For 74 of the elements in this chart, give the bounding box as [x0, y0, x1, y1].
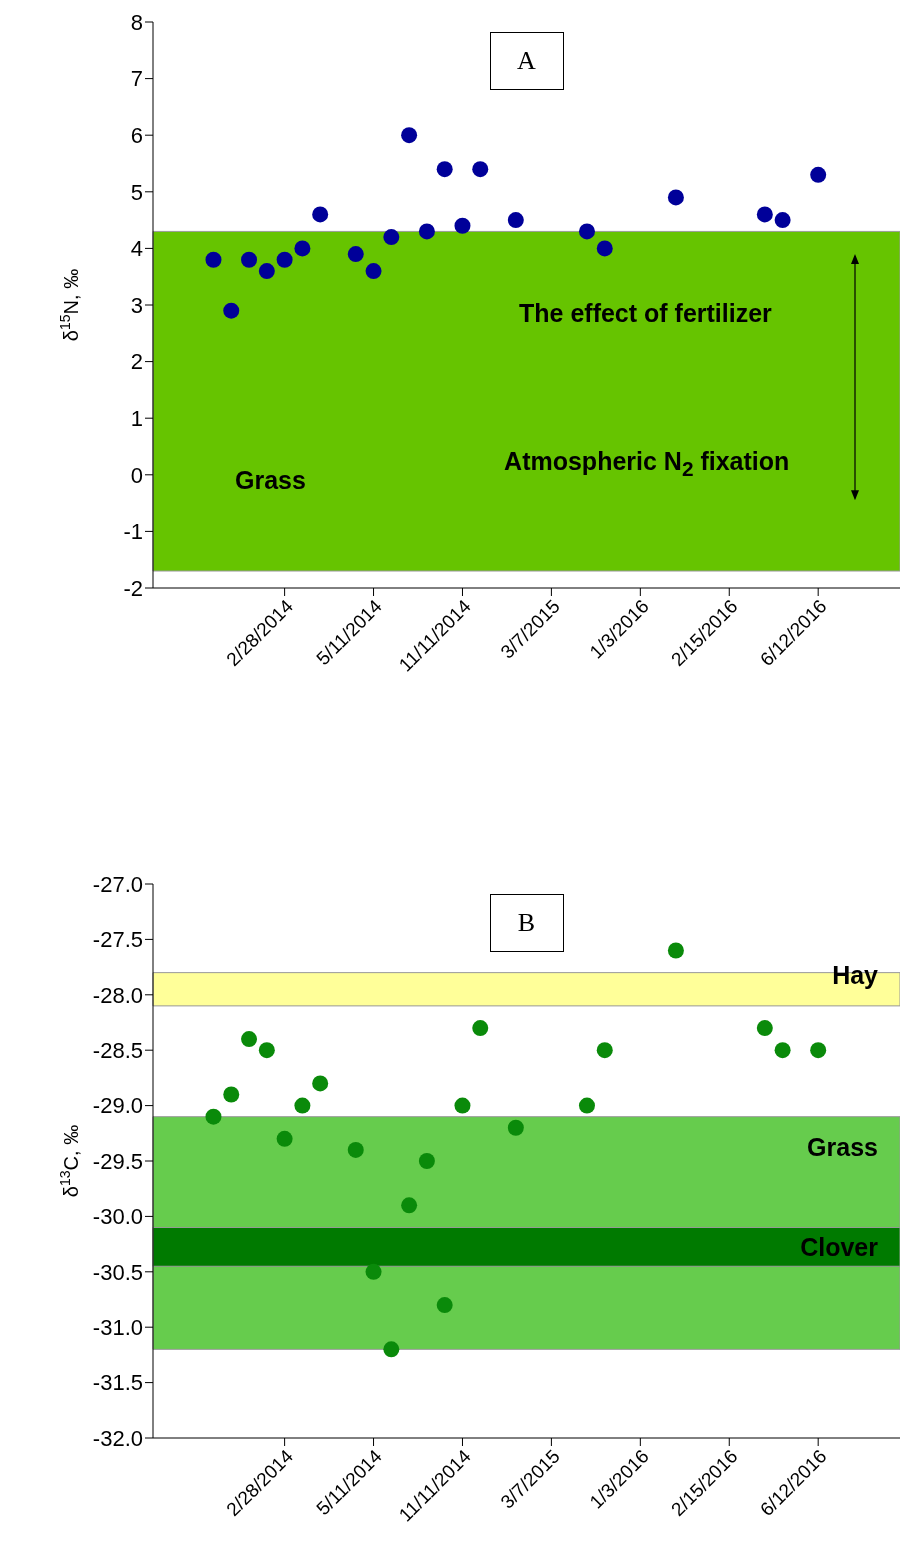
point: [810, 166, 827, 183]
point: [383, 1341, 400, 1358]
point: [276, 1130, 293, 1147]
point: [507, 1119, 524, 1136]
y-tick-label: -28.5: [92, 1038, 143, 1064]
y-tick-label: -31.5: [92, 1370, 143, 1396]
point: [258, 1042, 275, 1059]
point: [810, 1042, 827, 1059]
point: [472, 161, 489, 178]
point: [774, 212, 791, 229]
y-tick-label: -30.5: [92, 1259, 143, 1285]
y-tick-label: -27.0: [92, 871, 143, 897]
point: [205, 251, 222, 268]
y-tick-label: 0: [130, 462, 143, 488]
point: [472, 1020, 489, 1037]
y-tick-label: 5: [130, 179, 143, 205]
y-tick-label: -30.0: [92, 1204, 143, 1230]
point: [401, 1197, 418, 1214]
point: [294, 240, 311, 257]
point: [436, 1297, 453, 1314]
point: [276, 251, 293, 268]
point: [454, 1097, 471, 1114]
y-tick-label: -32.0: [92, 1425, 143, 1451]
point: [347, 246, 364, 263]
y-tick-label: -29.0: [92, 1093, 143, 1119]
y-tick-label: 3: [130, 292, 143, 318]
point: [667, 189, 684, 206]
point: [223, 302, 240, 319]
point: [365, 263, 382, 280]
point: [401, 127, 418, 144]
point: [365, 1263, 382, 1280]
text: A: [489, 32, 564, 90]
point: [258, 263, 275, 280]
point: [418, 1153, 435, 1169]
y-tick-label: -1: [123, 519, 143, 545]
annotation: The effect of fertilizer: [519, 299, 772, 329]
text: B: [489, 894, 564, 952]
point: [436, 161, 453, 178]
point: [756, 1020, 773, 1037]
point: [383, 229, 400, 246]
point: [578, 1097, 595, 1114]
band-label: Grass: [807, 1133, 878, 1162]
point: [418, 223, 435, 240]
point: [578, 223, 595, 240]
point: [241, 1031, 258, 1048]
point: [205, 1108, 222, 1125]
point: [312, 206, 329, 223]
point: [756, 206, 773, 223]
point: [241, 251, 258, 268]
annotation: Atmospheric N$_{2}$ fixation: [504, 446, 790, 481]
y-tick-label: -28.0: [92, 982, 143, 1008]
point: [454, 217, 471, 234]
y-tick-label: 4: [130, 236, 143, 262]
y-tick-label: 2: [130, 349, 143, 375]
point: [312, 1075, 329, 1092]
point: [596, 240, 613, 257]
point: [223, 1086, 240, 1103]
y-tick-label: 1: [130, 406, 143, 432]
point: [294, 1097, 311, 1114]
band-label: Grass: [235, 466, 306, 495]
band-label: Clover: [800, 1232, 879, 1261]
y-tick-label: -29.5: [92, 1148, 143, 1174]
point: [596, 1042, 613, 1059]
point: [347, 1141, 364, 1158]
y-tick-label: 6: [130, 123, 143, 149]
point: [507, 212, 524, 229]
band-label: Hay: [832, 960, 879, 989]
y-tick-label: -2: [123, 575, 143, 601]
point: [774, 1042, 791, 1059]
y-tick-label: -27.5: [92, 927, 143, 953]
point: [667, 942, 684, 959]
y-tick-label: 7: [130, 66, 143, 92]
y-tick-label: -31.0: [92, 1315, 143, 1341]
y-tick-label: 8: [130, 9, 143, 35]
